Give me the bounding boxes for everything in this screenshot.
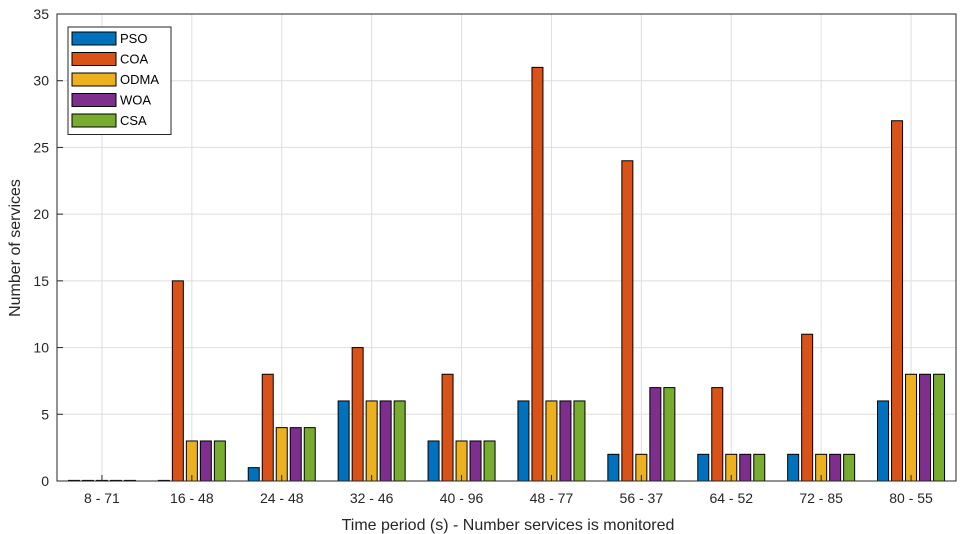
bar-odma-4 — [455, 440, 468, 482]
y-tick-label: 25 — [33, 139, 49, 155]
legend-label-csa: CSA — [120, 113, 147, 128]
x-tick-label: 8 - 71 — [84, 490, 120, 506]
bar-coa-3 — [351, 347, 364, 482]
bar-odma-1 — [185, 440, 198, 482]
legend-swatch-woa — [71, 93, 117, 107]
bar-coa-5 — [531, 66, 544, 482]
x-tick-label: 64 - 52 — [709, 490, 753, 506]
x-tick-label: 56 - 37 — [620, 490, 664, 506]
y-tick-label: 5 — [41, 406, 49, 422]
bar-woa-7 — [739, 453, 752, 482]
y-tick-label: 35 — [33, 6, 49, 22]
x-axis-label: Time period (s) - Number services is mon… — [342, 517, 675, 534]
bar-odma-5 — [545, 400, 558, 482]
bar-csa-4 — [483, 440, 496, 482]
bar-csa-9 — [933, 373, 946, 482]
legend-label-odma: ODMA — [120, 72, 159, 87]
y-tick-label: 20 — [33, 206, 49, 222]
x-tick-label: 32 - 46 — [350, 490, 394, 506]
grid-lines — [57, 13, 956, 482]
bar-coa-1 — [171, 280, 184, 482]
bar-pso-7 — [697, 453, 710, 482]
bar-coa-2 — [261, 373, 274, 482]
bar-odma-9 — [905, 373, 918, 482]
bar-csa-7 — [753, 453, 766, 482]
legend-swatch-odma — [71, 72, 117, 87]
bar-csa-1 — [213, 440, 226, 482]
legend-label-pso: PSO — [120, 31, 147, 46]
bar-pso-4 — [427, 440, 440, 482]
x-tick-label: 40 - 96 — [440, 490, 484, 506]
bar-pso-6 — [607, 453, 620, 482]
y-axis-label: Number of services — [7, 179, 24, 317]
bar-woa-5 — [559, 400, 572, 482]
bar-woa-6 — [649, 387, 662, 482]
y-tick-label: 30 — [33, 73, 49, 89]
x-tick-label: 80 - 55 — [889, 490, 933, 506]
bars — [67, 66, 946, 482]
x-tick-label: 72 - 85 — [799, 490, 843, 506]
x-tick-label: 48 - 77 — [530, 490, 574, 506]
axes — [56, 13, 957, 482]
legend-swatch-coa — [71, 52, 117, 66]
bar-woa-9 — [919, 373, 932, 482]
legend-swatch-csa — [71, 113, 117, 128]
bar-csa-5 — [573, 400, 586, 482]
bar-coa-8 — [801, 333, 814, 482]
bar-pso-5 — [517, 400, 530, 482]
bar-csa-6 — [663, 387, 676, 482]
legend-label-coa: COA — [120, 52, 149, 67]
bar-woa-2 — [289, 427, 302, 482]
bar-csa-8 — [843, 453, 856, 482]
bar-coa-6 — [621, 160, 634, 482]
bar-csa-3 — [393, 400, 406, 482]
y-tick-label: 15 — [33, 273, 49, 289]
bar-pso-3 — [337, 400, 350, 482]
bar-coa-7 — [711, 387, 724, 482]
bar-woa-1 — [199, 440, 212, 482]
bar-pso-8 — [787, 453, 800, 482]
bar-odma-2 — [275, 427, 288, 482]
bar-woa-8 — [829, 453, 842, 482]
bar-woa-4 — [469, 440, 482, 482]
bar-coa-9 — [891, 120, 904, 482]
bar-odma-3 — [365, 400, 378, 482]
y-tick-label: 10 — [33, 340, 49, 356]
bar-pso-9 — [877, 400, 890, 482]
legend-swatch-pso — [71, 31, 117, 46]
plot-frame — [56, 13, 957, 482]
bar-woa-3 — [379, 400, 392, 482]
bar-pso-2 — [247, 467, 260, 482]
x-tick-label: 16 - 48 — [170, 490, 214, 506]
legend: PSO COA ODMA WOA CSA — [67, 26, 172, 135]
tick-labels: 0 5 10 15 20 25 30 35 8 - 71 16 - 48 24 - 48 32 - 4… — [33, 6, 933, 506]
legend-label-woa: WOA — [120, 93, 151, 108]
x-tick-label: 24 - 48 — [260, 490, 304, 506]
bar-csa-2 — [303, 427, 316, 482]
bar-coa-4 — [441, 373, 454, 482]
y-tick-label: 0 — [41, 473, 49, 489]
